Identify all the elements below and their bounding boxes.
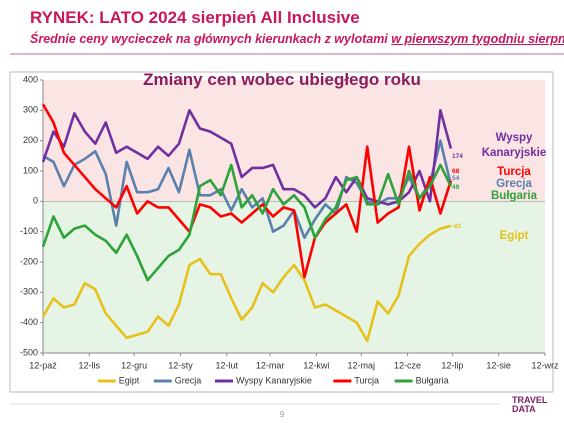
legend-label: Bułgaria [416, 375, 449, 385]
x-tick-label: 12-gru [121, 360, 147, 370]
subtitle-text: Średnie ceny wycieczek na głównych kieru… [30, 32, 388, 46]
end-value-label: 49 [452, 184, 460, 191]
y-tick-label: -200 [20, 256, 38, 266]
y-tick-label: -400 [20, 317, 38, 327]
x-tick-label: 12-lip [441, 360, 463, 370]
x-tick-label: 12-paź [29, 360, 57, 370]
series-label: Wyspy Kanaryjskie [481, 132, 547, 159]
x-tick-label: 12-maj [347, 360, 375, 370]
logo: TRAVEL DATA [512, 396, 547, 414]
logo-top: TRAVEL [512, 395, 548, 405]
slide-subtitle: Średnie ceny wycieczek na głównych kieru… [30, 32, 564, 46]
y-tick-label: -500 [20, 347, 38, 357]
y-tick-label: 200 [23, 135, 38, 145]
x-tick-label: 12-kwi [303, 360, 329, 370]
logo-bottom: DATA [512, 404, 536, 414]
end-value-label: 174 [452, 153, 463, 160]
y-tick-label: 100 [23, 165, 38, 175]
series-line [41, 163, 453, 282]
y-tick-label: 0 [33, 196, 38, 206]
subtitle-underlined: w pierwszym tygodniu sierpnia [391, 32, 564, 46]
y-tick-label: 400 [23, 74, 38, 84]
chart-title: Zmiany cen wobec ubiegłego roku [143, 70, 421, 89]
y-tick-label: -100 [20, 226, 38, 236]
series-line [41, 224, 452, 343]
series-line [42, 139, 453, 240]
end-value-label: -81 [452, 223, 462, 230]
legend-label: Wyspy Kanaryjskie [236, 375, 312, 385]
series-label: Grecja [496, 178, 532, 190]
legend-label: Grecja [175, 375, 202, 385]
x-tick-label: 12-cze [394, 360, 421, 370]
series-line [41, 109, 453, 209]
plot-bg-positive [43, 80, 545, 202]
x-tick-label: 12-lut [216, 360, 239, 370]
page-number: 9 [279, 410, 285, 419]
y-tick-label: -300 [20, 287, 38, 297]
series-label: Bułgaria [490, 190, 537, 202]
slide-title: RYNEK: LATO 2024 sierpień All Inclusive [30, 8, 360, 27]
legend-label: Egipt [119, 375, 140, 385]
series-label: Turcja [497, 166, 531, 178]
x-tick-label: 12-wrz [531, 360, 559, 370]
end-value-label: 54 [452, 175, 460, 182]
series-line [41, 103, 453, 279]
series-label: Egipt [499, 230, 529, 242]
plot-bg-negative [43, 201, 545, 353]
end-value-label: 68 [452, 168, 460, 175]
legend-label: Turcja [354, 375, 379, 385]
x-tick-label: 12-sie [486, 360, 511, 370]
y-tick-label: 300 [23, 105, 38, 115]
x-tick-label: 12-sty [168, 360, 193, 370]
x-tick-label: 12-lis [79, 360, 101, 370]
x-tick-label: 12-mar [256, 360, 285, 370]
